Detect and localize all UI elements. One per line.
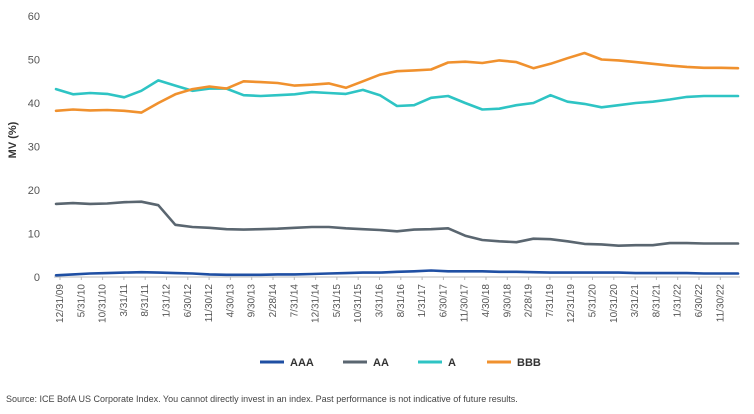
legend-label-bbb: BBB: [517, 357, 541, 369]
y-tick-label: 40: [28, 98, 40, 110]
source-note: Source: ICE BofA US Corporate Index. You…: [6, 394, 518, 404]
x-tick-label: 1/31/17: [417, 284, 428, 318]
legend-label-aaa: AAA: [290, 357, 314, 369]
x-tick-label: 5/31/20: [588, 284, 599, 318]
x-tick-label: 6/30/17: [438, 284, 449, 318]
series-line-aaa: [54, 269, 740, 277]
plot-area: [54, 51, 740, 277]
series-line-bbb: [54, 51, 740, 114]
y-tick-label: 20: [28, 185, 40, 197]
x-tick-label: 7/31/19: [545, 284, 556, 318]
series-line-aa: [54, 200, 740, 247]
y-tick-label: 0: [34, 272, 40, 284]
x-tick-label: 2/28/19: [524, 284, 535, 318]
y-tick-label: 60: [28, 11, 40, 23]
x-tick-label: 6/30/12: [183, 284, 194, 318]
x-tick-label: 10/31/15: [353, 284, 364, 323]
x-tick-label: 1/31/12: [162, 284, 173, 318]
legend: AAA AA A BBB: [260, 357, 541, 369]
x-tick-label: 4/30/13: [225, 284, 236, 318]
x-tick-label: 12/31/09: [55, 284, 66, 323]
x-tick-label: 3/31/16: [375, 284, 386, 318]
y-tick-label: 50: [28, 55, 40, 67]
x-tick-label: 12/31/14: [311, 284, 322, 323]
y-axis-title: MV (%): [7, 121, 19, 158]
x-tick-label: 4/30/18: [481, 284, 492, 318]
x-tick-label: 11/30/17: [460, 284, 471, 323]
x-tick-label: 11/30/22: [715, 284, 726, 323]
x-tick-label: 6/30/22: [694, 284, 705, 318]
x-tick-label: 11/30/12: [204, 284, 215, 323]
x-tick-label: 9/30/13: [247, 284, 258, 318]
x-tick-label: 3/31/11: [119, 284, 130, 317]
x-tick-label: 1/31/22: [673, 284, 684, 318]
series-line-a: [54, 79, 740, 111]
x-tick-label: 7/31/14: [289, 284, 300, 318]
legend-label-a: A: [448, 357, 456, 369]
legend-label-aa: AA: [373, 357, 389, 369]
y-tick-label: 30: [28, 142, 40, 154]
x-tick-label: 8/31/21: [651, 284, 662, 318]
x-tick-label: 12/31/19: [566, 284, 577, 323]
y-tick-label: 10: [28, 229, 40, 241]
y-axis: 0 10 20 30 40 50 60: [28, 11, 40, 284]
x-tick-label: 5/31/15: [332, 284, 343, 318]
x-tick-label: 10/31/10: [98, 284, 109, 323]
x-tick-label: 9/30/18: [502, 284, 513, 318]
x-axis: 12/31/09 5/31/10 10/31/10 3/31/11 8/31/11 1/3…: [55, 277, 726, 323]
x-tick-label: 8/31/11: [140, 284, 151, 317]
x-tick-label: 2/28/14: [268, 284, 279, 318]
x-tick-label: 10/31/20: [609, 284, 620, 323]
x-tick-label: 8/31/16: [396, 284, 407, 318]
x-tick-label: 5/31/10: [76, 284, 87, 318]
x-tick-label: 3/31/21: [630, 284, 641, 318]
